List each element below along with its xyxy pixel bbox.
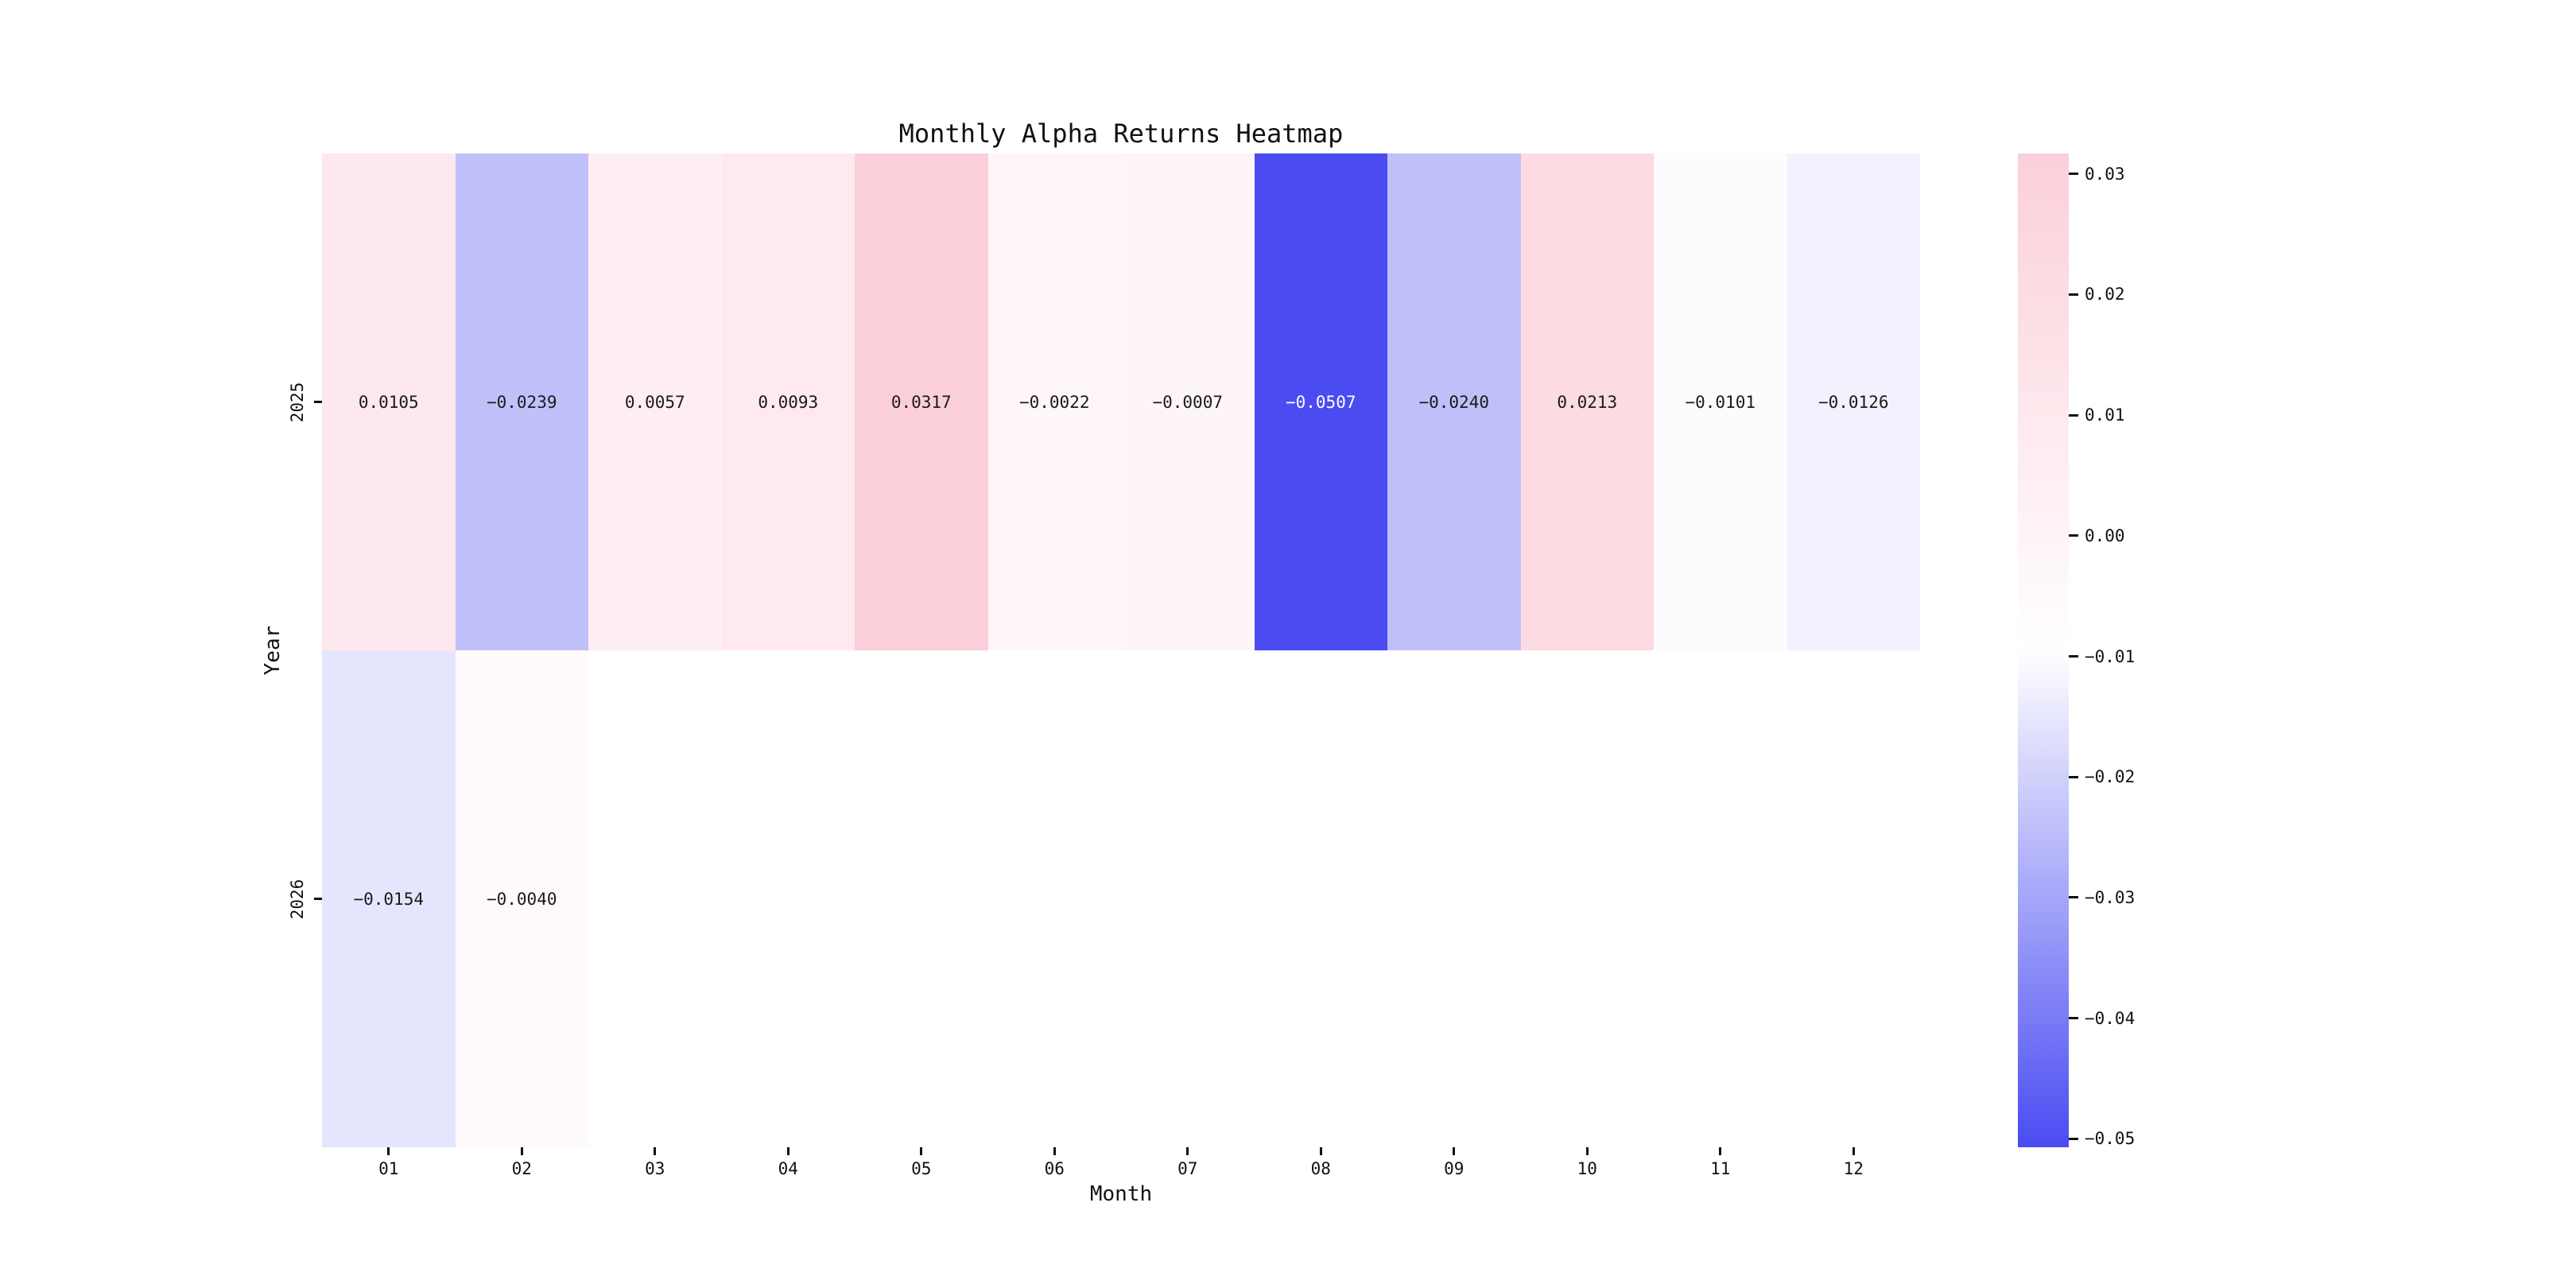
- colorbar-tick-mark: [2069, 775, 2078, 778]
- colorbar-tick-label: −0.05: [2085, 1129, 2136, 1149]
- x-tick-mark: [387, 1147, 390, 1155]
- x-tick-mark: [1719, 1147, 1722, 1155]
- heatmap-cell: [1254, 650, 1387, 1147]
- colorbar: [2018, 153, 2069, 1147]
- cell-value-label: −0.0040: [486, 889, 557, 909]
- colorbar-tick-label: 0.01: [2085, 405, 2125, 425]
- heatmap-cell: [1520, 650, 1654, 1147]
- heatmap-cell: 0.0093: [721, 153, 855, 650]
- heatmap-cell: −0.0126: [1787, 153, 1920, 650]
- heatmap-cell: [1387, 650, 1521, 1147]
- heatmap-cell: [987, 650, 1121, 1147]
- colorbar-tick-label: −0.02: [2085, 767, 2136, 787]
- colorbar-tick-mark: [2069, 413, 2078, 417]
- x-tick-label: 01: [378, 1159, 399, 1178]
- x-tick-label: 10: [1577, 1159, 1597, 1178]
- heatmap-cell: −0.0154: [322, 650, 456, 1147]
- colorbar-tick-label: 0.02: [2085, 285, 2125, 305]
- x-tick-mark: [1319, 1147, 1322, 1155]
- x-tick-mark: [1453, 1147, 1456, 1155]
- x-tick-label: 05: [911, 1159, 932, 1178]
- colorbar-tick-mark: [2069, 1137, 2078, 1140]
- y-axis-label: Year: [261, 625, 285, 676]
- colorbar-tick-mark: [2069, 1017, 2078, 1020]
- cell-value-label: −0.0240: [1418, 392, 1489, 412]
- cell-value-label: −0.0154: [353, 889, 424, 909]
- x-tick-mark: [1585, 1147, 1589, 1155]
- colorbar-tick-label: −0.03: [2085, 887, 2136, 907]
- cell-value-label: 0.0213: [1557, 392, 1618, 412]
- x-tick-label: 07: [1177, 1159, 1198, 1178]
- x-tick-label: 09: [1444, 1159, 1465, 1178]
- colorbar-tick-mark: [2069, 293, 2078, 296]
- cell-value-label: −0.0239: [486, 392, 557, 412]
- x-tick-mark: [1852, 1147, 1855, 1155]
- heatmap-cell: 0.0317: [855, 153, 988, 650]
- cell-value-label: 0.0317: [890, 392, 952, 412]
- heatmap-cell: −0.0040: [455, 650, 588, 1147]
- x-tick-label: 03: [645, 1159, 665, 1178]
- x-axis-label: Month: [1089, 1182, 1153, 1206]
- y-tick-label: 2026: [288, 879, 307, 919]
- cell-value-label: 0.0105: [358, 392, 419, 412]
- x-tick-mark: [920, 1147, 923, 1155]
- x-tick-label: 02: [511, 1159, 532, 1178]
- colorbar-tick-mark: [2069, 173, 2078, 176]
- colorbar-tick-label: 0.03: [2085, 164, 2125, 184]
- x-tick-label: 08: [1310, 1159, 1331, 1178]
- heatmap-cell: [855, 650, 988, 1147]
- cell-value-label: −0.0007: [1152, 392, 1223, 412]
- colorbar-tick-label: −0.04: [2085, 1008, 2136, 1028]
- heatmap-cell: [1787, 650, 1920, 1147]
- x-tick-mark: [1053, 1147, 1056, 1155]
- colorbar-tick-label: 0.00: [2085, 526, 2125, 545]
- cell-value-label: 0.0093: [758, 392, 819, 412]
- heatmap-cell: −0.0239: [455, 153, 588, 650]
- x-tick-mark: [786, 1147, 789, 1155]
- colorbar-tick-mark: [2069, 896, 2078, 899]
- x-tick-mark: [654, 1147, 657, 1155]
- x-tick-label: 04: [778, 1159, 798, 1178]
- y-tick-label: 2025: [288, 382, 307, 422]
- cell-value-label: 0.0057: [624, 392, 685, 412]
- cell-value-label: −0.0126: [1818, 392, 1889, 412]
- cell-value-label: −0.0507: [1285, 392, 1356, 412]
- colorbar-tick-mark: [2069, 655, 2078, 658]
- colorbar-tick-mark: [2069, 534, 2078, 537]
- heatmap-cell: 0.0213: [1520, 153, 1654, 650]
- x-tick-mark: [1186, 1147, 1189, 1155]
- x-tick-mark: [520, 1147, 523, 1155]
- heatmap-cell: [588, 650, 722, 1147]
- heatmap-cell: −0.0022: [987, 153, 1121, 650]
- chart-title: Monthly Alpha Returns Heatmap: [898, 118, 1344, 149]
- heatmap-cell: −0.0240: [1387, 153, 1521, 650]
- heatmap-cell: −0.0007: [1121, 153, 1255, 650]
- heatmap-cell: 0.0057: [588, 153, 722, 650]
- x-tick-label: 12: [1843, 1159, 1864, 1178]
- heatmap-cell: [1121, 650, 1255, 1147]
- heatmap-plot-area: 0.0105 −0.0239 0.0057 0.0093 0.0317 −0.0022 −0…: [322, 153, 1920, 1147]
- heatmap-cell: −0.0101: [1654, 153, 1787, 650]
- x-tick-label: 11: [1710, 1159, 1731, 1178]
- x-tick-label: 06: [1044, 1159, 1065, 1178]
- heatmap-cell: −0.0507: [1254, 153, 1387, 650]
- heatmap-cell: 0.0105: [322, 153, 456, 650]
- heatmap-cell: [721, 650, 855, 1147]
- cell-value-label: −0.0101: [1685, 392, 1755, 412]
- y-tick-mark: [314, 401, 322, 403]
- cell-value-label: −0.0022: [1018, 392, 1090, 412]
- y-tick-mark: [314, 898, 322, 900]
- colorbar-tick-label: −0.01: [2085, 646, 2136, 666]
- heatmap-cell: [1654, 650, 1787, 1147]
